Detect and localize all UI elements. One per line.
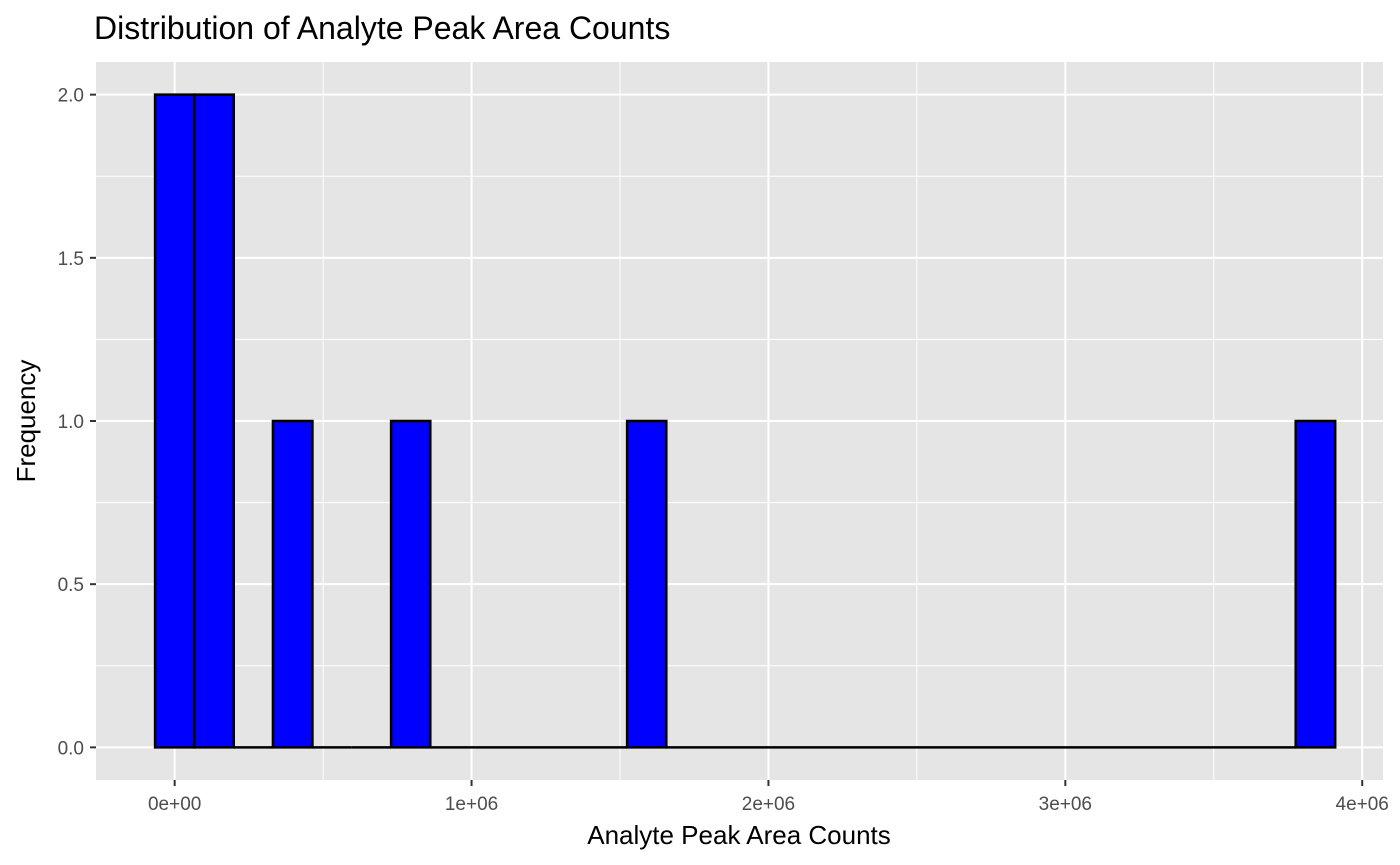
- histogram-bar: [193, 93, 236, 749]
- x-axis-ticks: 0e+00 1e+06 2e+06 3e+06 4e+06: [148, 780, 1389, 815]
- x-axis-title: Analyte Peak Area Counts: [587, 820, 891, 850]
- y-tick-label: 0.0: [58, 738, 84, 759]
- histogram-bar: [389, 419, 432, 749]
- histogram-bar: [1294, 419, 1337, 749]
- y-tick-label: 2.0: [58, 86, 84, 107]
- histogram-bar: [153, 93, 196, 749]
- x-tick-label: 3e+06: [1039, 794, 1092, 815]
- histogram-bar: [625, 419, 668, 749]
- x-tick-label: 2e+06: [742, 794, 795, 815]
- y-tick-label: 1.0: [58, 412, 84, 433]
- y-axis-ticks: 0.0 0.5 1.0 1.5 2.0: [58, 86, 96, 759]
- x-tick-label: 0e+00: [148, 794, 201, 815]
- x-tick-label: 1e+06: [445, 794, 498, 815]
- histogram-bar: [271, 419, 314, 749]
- y-tick-label: 1.5: [58, 249, 84, 270]
- histogram-bars: [153, 93, 1337, 749]
- chart-title: Distribution of Analyte Peak Area Counts: [94, 10, 670, 46]
- x-tick-label: 4e+06: [1336, 794, 1389, 815]
- y-axis-title: Frequency: [11, 360, 41, 483]
- y-tick-label: 0.5: [58, 575, 84, 596]
